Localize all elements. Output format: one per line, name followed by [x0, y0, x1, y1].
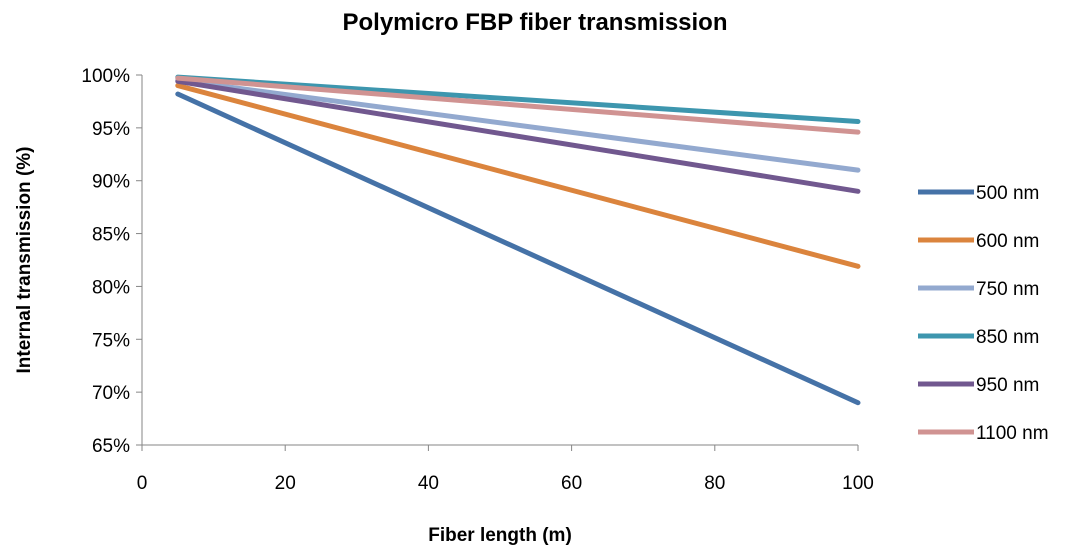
x-tick-label: 0	[137, 473, 148, 494]
y-tick-label: 65%	[92, 436, 130, 457]
series-line-500-nm	[175, 91, 861, 406]
x-tick-label: 80	[704, 473, 725, 494]
series-line-600-nm	[175, 83, 861, 269]
legend-label: 750 nm	[976, 279, 1039, 300]
x-tick-label: 40	[418, 473, 439, 494]
y-tick-label: 90%	[92, 172, 130, 193]
y-tick-label: 95%	[92, 119, 130, 140]
x-axis-title: Fiber length (m)	[428, 525, 572, 546]
y-tick-label: 70%	[92, 383, 130, 404]
legend-label: 950 nm	[976, 375, 1039, 396]
axes: 65% 70% 75% 80% 85% 90% 95% 100% 0 20 40 60 80 100	[81, 66, 873, 494]
series-line-750-nm	[175, 77, 861, 173]
x-tick-label: 100	[842, 473, 874, 494]
x-tick-label: 60	[561, 473, 582, 494]
y-axis-title: Internal transmission (%)	[14, 147, 35, 374]
y-tick-label: 80%	[92, 277, 130, 298]
series-line-1100-nm	[175, 75, 861, 135]
series-layer	[175, 74, 861, 406]
series-line-850-nm	[175, 74, 861, 125]
legend-label: 500 nm	[976, 183, 1039, 204]
y-tick-label: 100%	[81, 66, 130, 87]
legend-label: 1100 nm	[976, 423, 1049, 444]
legend-label: 600 nm	[976, 231, 1039, 252]
y-tick-label: 75%	[92, 330, 130, 351]
legend-label: 850 nm	[976, 327, 1039, 348]
y-tick-label: 85%	[92, 225, 130, 246]
x-tick-label: 20	[275, 473, 296, 494]
legend: 500 nm 600 nm 750 nm 850 nm 950 nm 1100 nm	[918, 183, 1049, 444]
chart-title: Polymicro FBP fiber transmission	[343, 9, 728, 36]
series-line-950-nm	[175, 78, 861, 194]
